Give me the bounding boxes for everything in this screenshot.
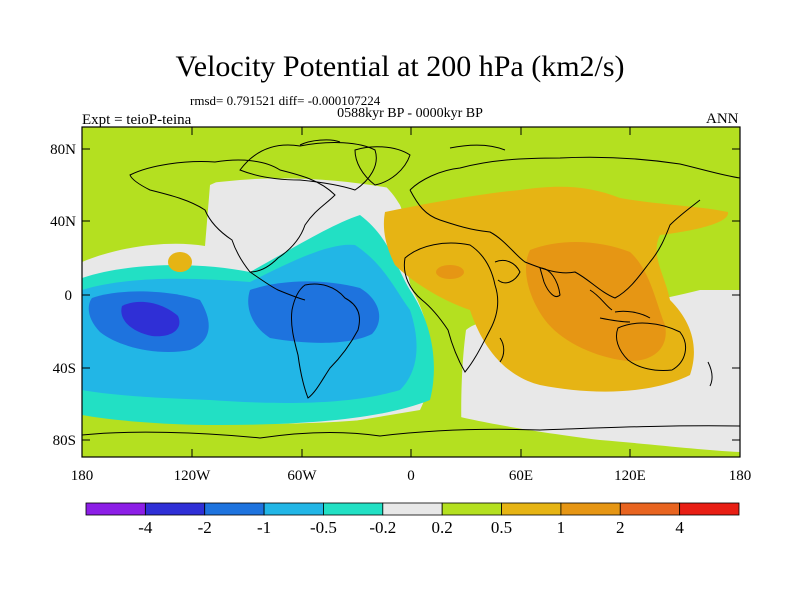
colorbar-label: -1 (256, 518, 272, 537)
colorbar-swatch (619, 502, 681, 516)
colorbar-label: 2 (616, 518, 625, 537)
lat-label: 80N (50, 142, 76, 158)
colorbar (85, 502, 740, 516)
colorbar-swatch (144, 502, 206, 516)
colorbar-label: 0.2 (431, 518, 453, 537)
season-label: ANN (706, 111, 739, 127)
coastlines (82, 139, 740, 439)
colorbar-label: 4 (675, 518, 684, 537)
lon-label: 60E (509, 468, 533, 484)
lon-label: 120W (174, 468, 212, 484)
colorbar-swatch (560, 502, 621, 516)
colorbar-swatch (382, 502, 443, 516)
field-negative-extreme (121, 301, 180, 337)
colorbar-label: -0.2 (369, 518, 397, 537)
lat-ticks (82, 148, 740, 441)
lon-label: 60W (287, 468, 317, 484)
colorbar-label: -4 (138, 518, 153, 537)
lat-label: 40S (53, 361, 76, 377)
colorbar-swatch (323, 502, 384, 516)
lat-label: 40N (50, 214, 76, 230)
field-positive-large (525, 241, 666, 361)
stats-text: rmsd= 0.791521 diff= -0.000107224 (190, 93, 381, 108)
contour-fill (82, 127, 740, 457)
lon-labels: 180 120W 60W 0 60E 120E 180 (71, 468, 752, 484)
lon-ticks (191, 127, 631, 457)
lat-label: 80S (53, 433, 76, 449)
colorbar-label: -0.5 (309, 518, 337, 537)
colorbar-swatch (204, 502, 265, 516)
colorbar-swatch (263, 502, 324, 516)
colorbar-swatch (679, 502, 740, 516)
lat-labels: 80N 40N 0 40S 80S (50, 142, 76, 449)
colorbar-swatch (85, 502, 146, 516)
colorbar-label: 1 (556, 518, 566, 537)
lon-label: 180 (71, 468, 94, 484)
lon-label: 0 (407, 468, 415, 484)
lon-label: 120E (614, 468, 646, 484)
colorbar-swatch (501, 502, 562, 516)
map-title: Velocity Potential at 200 hPa (km2/s) (175, 50, 625, 83)
period-text: 0588kyr BP - 0000kyr BP (337, 106, 483, 121)
colorbar-label: 0.5 (490, 518, 513, 537)
experiment-label: Expt = teioP-teina (82, 112, 192, 128)
colorbar-label: -2 (197, 518, 212, 537)
colorbar-swatch (441, 502, 502, 516)
lat-label: 0 (65, 288, 73, 304)
lon-label: 180 (729, 468, 752, 484)
